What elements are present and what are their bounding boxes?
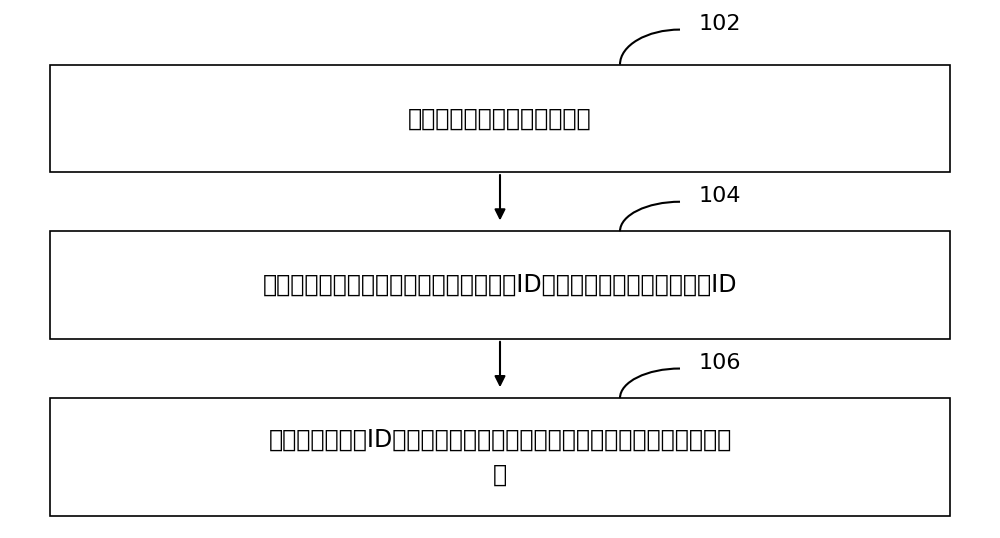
Text: 106: 106 (699, 353, 741, 373)
Text: 通过映射表，确定与所述事件对应的事件ID以及订阅所述事件的状态机ID: 通过映射表，确定与所述事件对应的事件ID以及订阅所述事件的状态机ID (263, 273, 737, 297)
Text: 根据所述状态机ID，将所述事件发布到订阅所述事件的所述状态机进行处
理: 根据所述状态机ID，将所述事件发布到订阅所述事件的所述状态机进行处 理 (268, 428, 732, 487)
FancyBboxPatch shape (50, 231, 950, 339)
FancyBboxPatch shape (50, 65, 950, 172)
Text: 104: 104 (699, 186, 741, 207)
FancyBboxPatch shape (50, 398, 950, 516)
Text: 102: 102 (699, 14, 741, 34)
Text: 获取储存于事件队列中的事件: 获取储存于事件队列中的事件 (408, 107, 592, 130)
